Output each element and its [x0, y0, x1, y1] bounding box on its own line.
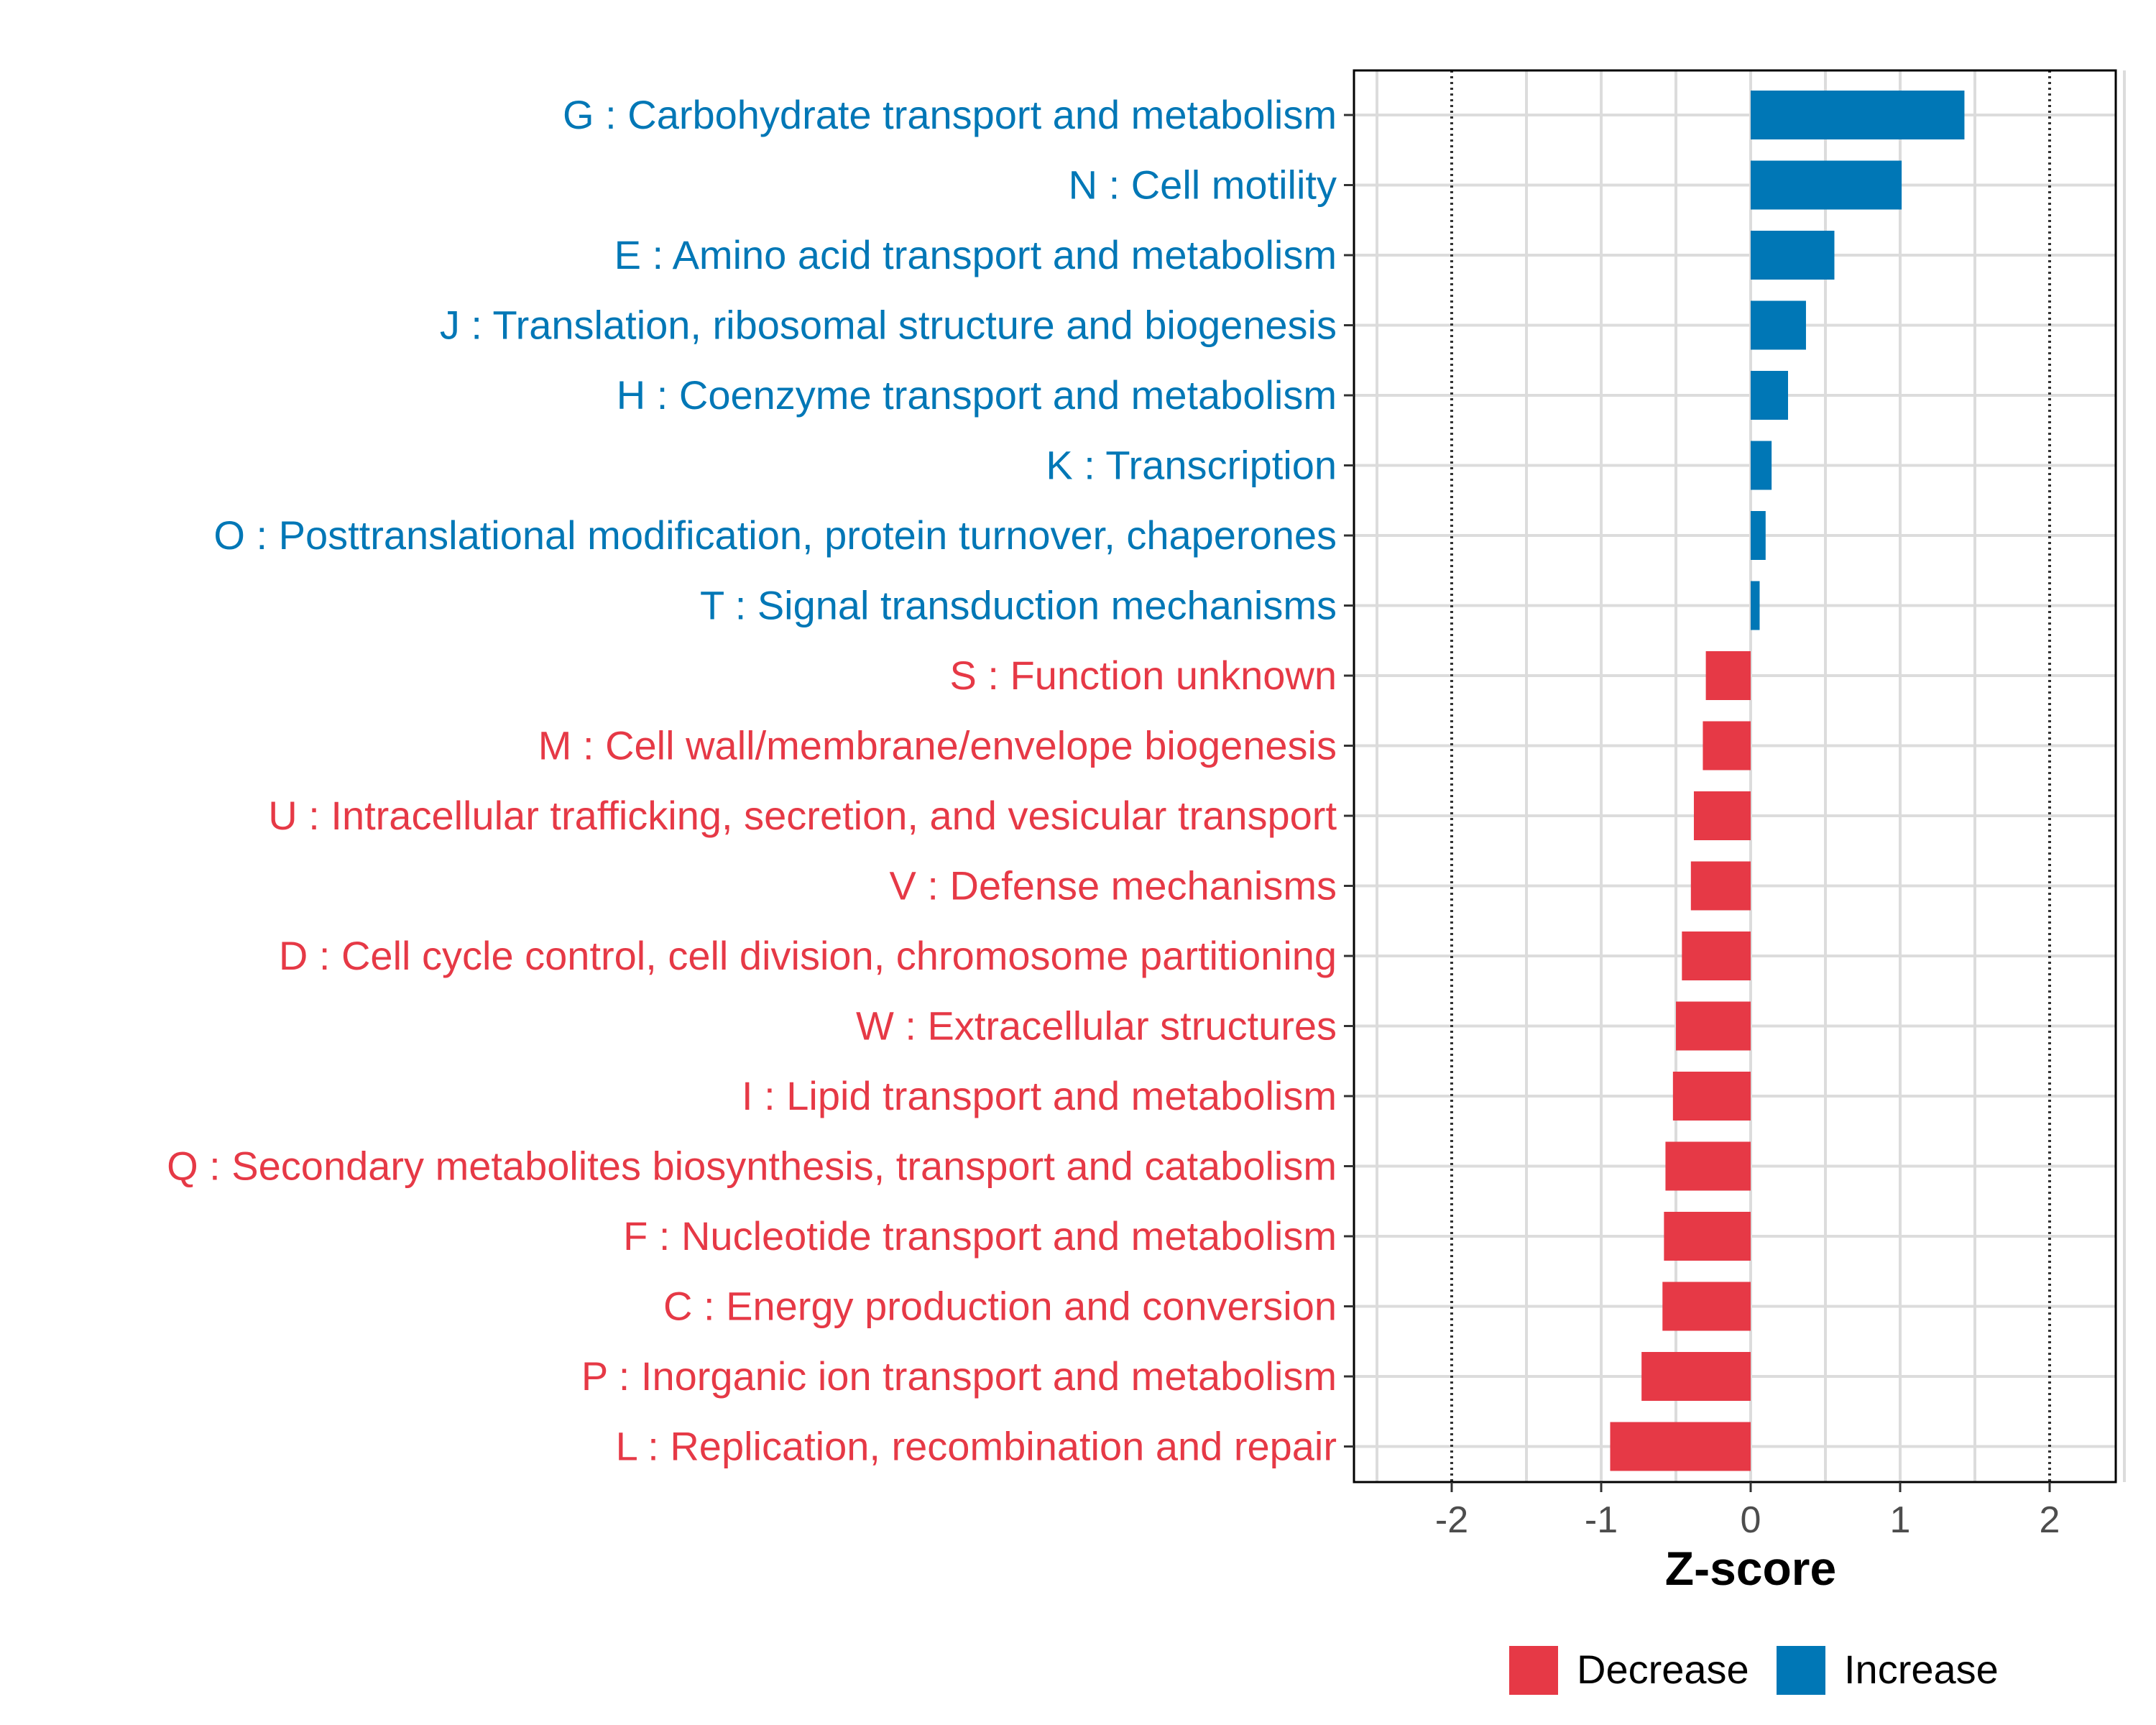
bar	[1705, 651, 1751, 700]
panel-background	[1354, 70, 2116, 1482]
x-tick-label: 2	[2040, 1499, 2060, 1541]
bar	[1664, 1212, 1751, 1261]
category-label: L : Replication, recombination and repai…	[616, 1424, 1337, 1469]
legend-swatch	[1509, 1646, 1558, 1695]
bar	[1693, 791, 1751, 840]
category-label: J : Translation, ribosomal structure and…	[440, 303, 1337, 348]
x-tick-label: -1	[1585, 1499, 1618, 1541]
bar	[1682, 932, 1751, 980]
bar	[1610, 1422, 1751, 1471]
panel-border	[1353, 69, 2117, 1484]
bar	[1751, 300, 1806, 350]
category-label: H : Coenzyme transport and metabolism	[617, 372, 1337, 418]
bar	[1751, 371, 1788, 420]
bar	[1676, 1001, 1751, 1051]
y-axis-ticks	[1344, 114, 1354, 1448]
category-label: T : Signal transduction mechanisms	[700, 583, 1337, 628]
legend-swatch	[1777, 1646, 1825, 1695]
x-axis-title: Z-score	[1665, 1542, 1836, 1595]
category-label: P : Inorganic ion transport and metaboli…	[581, 1353, 1337, 1399]
bar	[1662, 1282, 1751, 1331]
x-tick-label: 0	[1741, 1499, 1761, 1541]
category-label: E : Amino acid transport and metabolism	[614, 232, 1337, 277]
x-axis-ticks	[1450, 1482, 2051, 1492]
bar	[1751, 441, 1772, 490]
category-label: F : Nucleotide transport and metabolism	[623, 1213, 1337, 1259]
legend: Decrease Increase	[1509, 1646, 1999, 1695]
bar	[1751, 231, 1835, 280]
bar	[1751, 581, 1760, 630]
bar	[1703, 721, 1751, 770]
y-axis-labels: G : Carbohydrate transport and metabolis…	[167, 92, 1337, 1469]
bar	[1665, 1141, 1751, 1191]
category-label: C : Energy production and conversion	[663, 1284, 1337, 1329]
category-label: W : Extracellular structures	[856, 1003, 1337, 1049]
x-tick-label: -2	[1435, 1499, 1468, 1541]
category-label: V : Defense mechanisms	[890, 863, 1337, 908]
bar	[1751, 160, 1902, 210]
bar	[1641, 1352, 1751, 1401]
category-label: M : Cell wall/membrane/envelope biogenes…	[538, 723, 1337, 768]
bar	[1751, 91, 1965, 139]
category-label: D : Cell cycle control, cell division, c…	[279, 933, 1337, 978]
category-label: K : Transcription	[1046, 443, 1337, 488]
category-label: O : Posttranslational modification, prot…	[213, 512, 1337, 558]
category-label: G : Carbohydrate transport and metabolis…	[563, 92, 1337, 137]
x-tick-label: 1	[1890, 1499, 1911, 1541]
category-label: Q : Secondary metabolites biosynthesis, …	[167, 1144, 1337, 1189]
category-label: U : Intracellular trafficking, secretion…	[268, 793, 1337, 838]
bar	[1672, 1072, 1751, 1121]
legend-label: Increase	[1844, 1647, 1999, 1692]
bar	[1751, 511, 1766, 560]
legend-label: Decrease	[1577, 1647, 1749, 1692]
category-label: S : Function unknown	[949, 653, 1337, 698]
bars	[1610, 91, 1965, 1471]
category-label: N : Cell motility	[1069, 162, 1337, 208]
x-axis-labels: -2 -1 0 1 2	[1435, 1499, 2060, 1541]
bar	[1690, 861, 1751, 911]
category-label: I : Lipid transport and metabolism	[742, 1073, 1337, 1118]
